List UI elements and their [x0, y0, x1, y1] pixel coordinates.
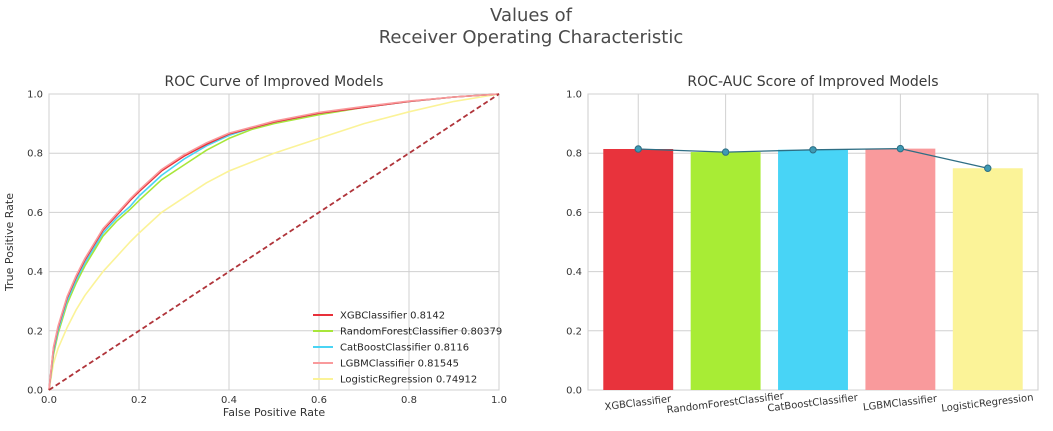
auc-y-tick-label: 0.2: [566, 326, 582, 337]
auc-bar-chart: 0.00.20.40.60.81.0XGBClassifierRandomFor…: [566, 74, 1039, 416]
roc-y-tick-label: 0.2: [27, 326, 43, 337]
auc-x-tick-label: LogisticRegression: [941, 392, 1034, 414]
legend-label: RandomForestClassifier 0.80379: [340, 327, 502, 338]
auc-score-line: [634, 144, 992, 172]
roc-curve-chart: 0.0 0.2 0.4 0.6 0.8 1.0 0.0 0.2 0.4 0.6 0.8 1.0 ROC…: [3, 74, 507, 419]
roc-y-tick-label: 0.6: [27, 208, 43, 219]
roc-tick-labels: 0.0 0.2 0.4 0.6 0.8 1.0 0.0 0.2 0.4 0.6 0.8 1.0: [27, 90, 507, 407]
auc-chart-title: ROC-AUC Score of Improved Models: [687, 74, 938, 90]
auc-bar: [690, 152, 761, 390]
roc-chart-title: ROC Curve of Improved Models: [165, 74, 384, 90]
auc-bar: [603, 148, 674, 390]
roc-y-tick-label: 0.8: [27, 149, 43, 160]
auc-bar: [778, 149, 848, 390]
auc-bars: [603, 148, 1023, 390]
roc-x-tick-label: 0.0: [41, 395, 57, 406]
auc-y-tick-label: 0.4: [566, 267, 582, 278]
legend-label: XGBClassifier 0.8142: [340, 311, 445, 322]
auc-y-tick-label: 1.0: [566, 90, 582, 101]
figure-title-line1: Values of: [490, 5, 573, 26]
roc-series-line: [48, 93, 500, 391]
auc-score-point: [984, 164, 992, 172]
roc-legend: XGBClassifier 0.8142 RandomForestClassifi…: [313, 311, 502, 386]
roc-x-tick-label: 0.6: [311, 395, 327, 406]
roc-x-axis-label: False Positive Rate: [223, 406, 325, 419]
auc-score-point: [809, 146, 817, 154]
figure-title-line2: Receiver Operating Characteristic: [379, 27, 684, 48]
auc-y-tick-label: 0.8: [566, 149, 582, 160]
auc-score-point: [634, 145, 642, 153]
auc-score-point: [896, 144, 905, 153]
roc-x-tick-label: 1.0: [491, 395, 507, 406]
roc-x-tick-label: 0.4: [221, 395, 237, 406]
roc-x-tick-label: 0.2: [131, 395, 147, 406]
legend-label: LGBMClassifier 0.81545: [340, 359, 459, 370]
roc-y-axis-label: True Positive Rate: [3, 193, 16, 292]
roc-series-line: [48, 93, 500, 391]
auc-x-tick-label: LGBMClassifier: [862, 393, 938, 413]
roc-x-tick-label: 0.8: [401, 395, 417, 406]
legend-label: LogisticRegression 0.74912: [340, 375, 477, 386]
auc-bar: [865, 148, 936, 390]
legend-label: CatBoostClassifier 0.8116: [340, 343, 469, 354]
auc-x-tick-label: XGBClassifier: [604, 394, 673, 413]
auc-y-tick-label: 0.0: [566, 386, 582, 397]
roc-y-tick-label: 0.4: [27, 267, 43, 278]
auc-score-point: [721, 148, 730, 156]
roc-reference-diagonal: [48, 93, 500, 391]
roc-series-lines: [48, 93, 500, 391]
auc-y-tick-label: 0.6: [566, 208, 582, 219]
roc-y-tick-label: 0.0: [27, 386, 43, 397]
auc-bar: [952, 168, 1023, 390]
roc-y-tick-label: 1.0: [27, 90, 43, 101]
